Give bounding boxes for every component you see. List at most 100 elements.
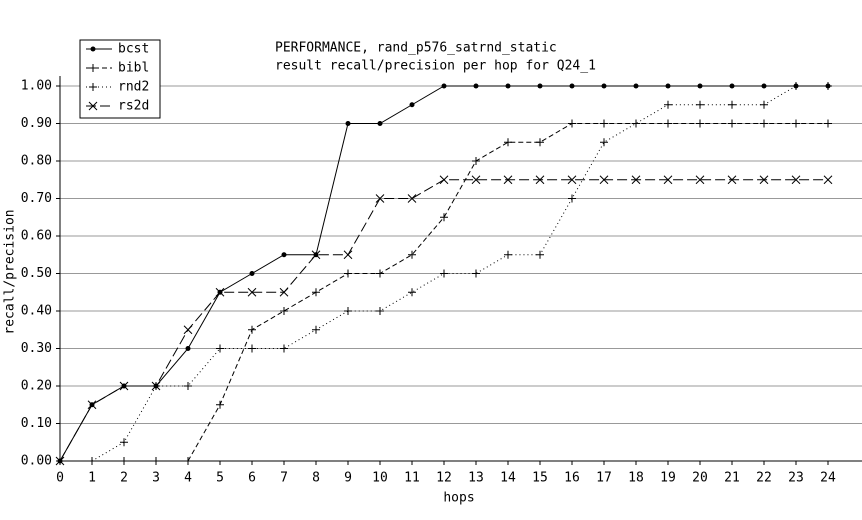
- point: [215, 287, 225, 297]
- x-axis-label: hops: [443, 491, 474, 506]
- point: [377, 121, 383, 126]
- point: [665, 83, 671, 89]
- y-tick-label: 0.40: [21, 304, 52, 319]
- point: [472, 269, 480, 278]
- legend-marker: [88, 101, 98, 111]
- point: [631, 175, 641, 185]
- point: [343, 250, 353, 260]
- point: [600, 119, 608, 128]
- point: [344, 269, 352, 278]
- point: [537, 83, 543, 89]
- point: [216, 344, 224, 353]
- point: [151, 381, 161, 391]
- x-tick-label: 12: [436, 471, 452, 486]
- legend-label: rs2d: [118, 99, 149, 114]
- x-tick-label: 1: [88, 471, 96, 486]
- legend-marker: [89, 64, 97, 72]
- point: [727, 175, 737, 185]
- point: [759, 175, 769, 185]
- x-tick-label: 3: [152, 471, 160, 486]
- x-tick-label: 4: [184, 471, 192, 486]
- point: [760, 100, 768, 109]
- point: [536, 250, 544, 259]
- point: [568, 119, 576, 128]
- y-axis-label: recall/precision: [3, 209, 18, 334]
- point: [792, 82, 800, 90]
- point: [216, 400, 224, 409]
- y-tick-label: 0.10: [21, 416, 52, 431]
- point: [536, 138, 544, 147]
- point: [345, 121, 351, 126]
- legend-marker: [89, 83, 97, 91]
- point: [376, 269, 384, 278]
- point: [440, 269, 448, 278]
- point: [472, 157, 480, 165]
- point: [696, 119, 704, 128]
- legend-label: bibl: [118, 61, 149, 76]
- x-tick-label: 23: [788, 471, 804, 486]
- x-tick-label: 0: [56, 471, 64, 486]
- point: [439, 175, 449, 185]
- point: [568, 194, 576, 203]
- point: [471, 175, 481, 185]
- point: [247, 287, 257, 297]
- y-tick-label: 0.00: [21, 454, 52, 469]
- point: [407, 194, 417, 203]
- point: [280, 307, 288, 315]
- series-line: [60, 123, 828, 462]
- y-tick-label: 0.60: [21, 229, 52, 244]
- point: [409, 102, 415, 108]
- point: [729, 83, 735, 89]
- point: [792, 119, 800, 128]
- y-tick-label: 0.70: [21, 191, 52, 206]
- legend-marker: [90, 46, 96, 52]
- point: [248, 325, 256, 334]
- point: [695, 175, 705, 185]
- point: [311, 250, 321, 260]
- x-tick-label: 8: [312, 471, 320, 486]
- point: [120, 438, 128, 447]
- point: [823, 175, 833, 185]
- point: [87, 400, 97, 410]
- y-tick-label: 0.50: [21, 266, 52, 281]
- x-tick-label: 9: [344, 471, 352, 486]
- point: [761, 83, 767, 89]
- point: [728, 119, 736, 128]
- point: [599, 175, 609, 185]
- x-tick-label: 22: [756, 471, 772, 486]
- legend-box: [79, 39, 161, 119]
- chart-title: PERFORMANCE, rand_p576_satrnd_static: [275, 41, 557, 56]
- x-tick-label: 17: [596, 471, 612, 486]
- point: [824, 119, 832, 128]
- point: [728, 100, 736, 109]
- point: [88, 457, 96, 465]
- point: [152, 457, 160, 465]
- point: [376, 307, 384, 315]
- x-tick-label: 6: [248, 471, 256, 486]
- point: [279, 287, 289, 297]
- point: [663, 175, 673, 185]
- x-tick-label: 7: [280, 471, 288, 486]
- x-tick-label: 11: [404, 471, 420, 486]
- point: [185, 346, 191, 351]
- x-tick-label: 5: [216, 471, 224, 486]
- x-tick-label: 19: [660, 471, 676, 486]
- point: [55, 456, 65, 466]
- chart-subtitle: result recall/precision per hop for Q24_…: [275, 59, 596, 74]
- point: [281, 252, 287, 258]
- y-tick-label: 1.00: [21, 79, 52, 94]
- legend-label: rnd2: [118, 80, 149, 95]
- point: [344, 307, 352, 315]
- point: [504, 250, 512, 259]
- point: [632, 119, 640, 128]
- x-tick-label: 15: [532, 471, 548, 486]
- point: [791, 175, 801, 185]
- point: [567, 175, 577, 185]
- point: [312, 288, 320, 297]
- x-tick-label: 13: [468, 471, 484, 486]
- point: [119, 381, 129, 391]
- x-tick-label: 21: [724, 471, 740, 486]
- point: [824, 82, 832, 90]
- legend-label: bcst: [118, 42, 149, 57]
